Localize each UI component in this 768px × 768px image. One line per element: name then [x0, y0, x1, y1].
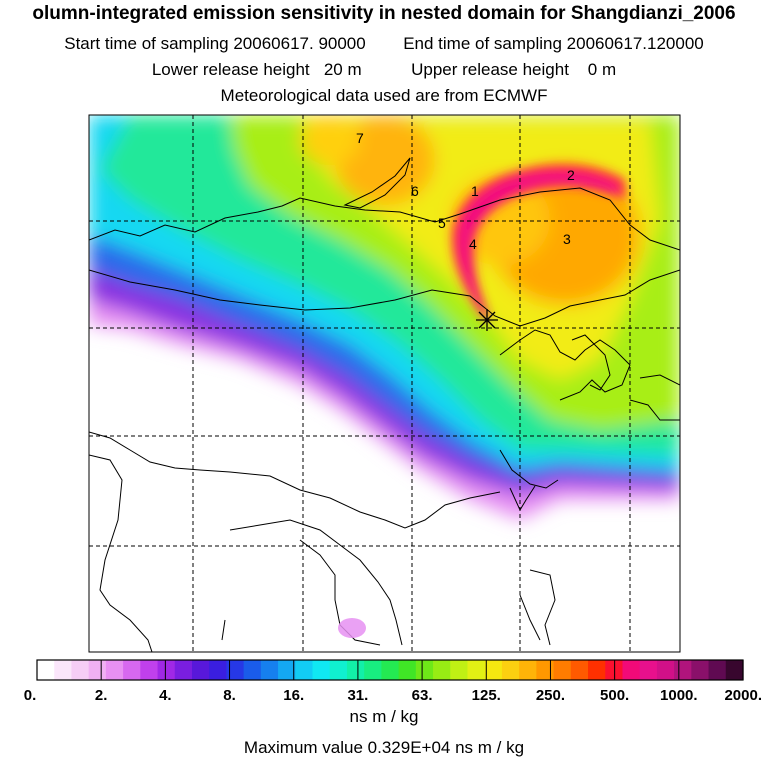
colorbar-swatch: [725, 660, 744, 680]
colorbar-swatch: [105, 660, 124, 680]
colorbar-swatch: [467, 660, 486, 680]
colorbar-swatch: [278, 660, 296, 680]
colorbar-tick-label: 250.: [536, 687, 565, 704]
traj-label-2: 2: [567, 167, 575, 183]
receptor-marker-icon: [476, 309, 498, 331]
colorbar-tick-label: 4.: [159, 687, 172, 704]
colorbar-swatch: [415, 660, 434, 680]
colorbar-frame: [36, 659, 744, 681]
colorbar-swatch: [501, 660, 520, 680]
colorbar-swatch: [123, 660, 141, 680]
chart-title: olumn-integrated emission sensitivity in…: [32, 3, 736, 24]
traj-label-5: 5: [438, 215, 446, 231]
sampling-times: Start time of sampling 20060617. 90000 E…: [0, 34, 768, 54]
colorbar-swatch: [329, 660, 348, 680]
traj-label-3: 3: [563, 231, 571, 247]
colorbar-swatch: [260, 660, 279, 680]
colorbar-swatch: [54, 660, 73, 680]
graticule: [89, 115, 680, 652]
traj-label-1: 1: [471, 183, 479, 199]
max-value-label: Maximum value 0.329E+04 ns m / kg: [243, 738, 525, 757]
colorbar-swatch: [708, 660, 727, 680]
colorbar-tick-label: 125.: [472, 687, 501, 704]
colorbar-tick-label: 31.: [347, 687, 368, 704]
upper-release-label: Upper release height 0 m: [411, 60, 617, 79]
start-time-label: Start time of sampling 20060617. 90000: [64, 34, 366, 53]
colorbar-swatch: [639, 660, 658, 680]
colorbar-swatch: [346, 660, 365, 680]
colorbar-tick-label: 500.: [600, 687, 629, 704]
colorbar-swatch: [691, 660, 710, 680]
met-data-label: Meteorological data used are from ECMWF: [220, 86, 548, 105]
colorbar-swatch: [312, 660, 331, 680]
colorbar-swatch: [88, 660, 107, 680]
traj-label-7: 7: [356, 130, 364, 146]
traj-label-6: 6: [411, 183, 419, 199]
colorbar-tick-label: 2.: [95, 687, 108, 704]
colorbar-swatch: [450, 660, 469, 680]
colorbar-tick-label: 16.: [283, 687, 304, 704]
end-time-label: End time of sampling 20060617.120000: [403, 34, 704, 53]
colorbar-tick-label: 2000.: [724, 687, 762, 704]
colorbar-swatch: [570, 660, 589, 680]
colorbar-swatch: [484, 660, 503, 680]
lower-release-label: Lower release height 20 m: [151, 60, 362, 79]
colorbar-swatch: [140, 660, 159, 680]
colorbar-swatch: [174, 660, 193, 680]
colorbar: [37, 660, 744, 680]
colorbar-tick-label: 63.: [412, 687, 433, 704]
colorbar-swatch: [519, 660, 537, 680]
coastlines: [89, 157, 680, 652]
colorbar-swatch: [674, 660, 692, 680]
colorbar-swatch: [553, 660, 572, 680]
sensitivity-field: [89, 115, 680, 652]
colorbar-units: ns m / kg: [349, 707, 419, 726]
colorbar-tick-label: 8.: [223, 687, 236, 704]
colorbar-swatch: [656, 660, 675, 680]
colorbar-swatch: [433, 660, 451, 680]
colorbar-tick-label: 1000.: [660, 687, 698, 704]
colorbar-swatch: [209, 660, 228, 680]
colorbar-swatch: [622, 660, 641, 680]
traj-label-4: 4: [469, 236, 477, 252]
colorbar-swatch: [157, 660, 176, 680]
colorbar-swatch: [71, 660, 90, 680]
colorbar-swatch: [243, 660, 262, 680]
colorbar-tick-label: 0.: [24, 687, 37, 704]
colorbar-swatch: [226, 660, 245, 680]
colorbar-swatch: [536, 660, 555, 680]
colorbar-swatch: [588, 660, 606, 680]
release-heights: Lower release height 20 m Upper release …: [0, 60, 768, 80]
trajectory-labels: 7 6 5 1 2 3 4: [356, 130, 575, 252]
colorbar-swatch: [191, 660, 210, 680]
colorbar-tick-labels: 0. 2. 4. 8. 16. 31. 63. 125. 250. 500. 1000. 2000.: [24, 660, 762, 704]
colorbar-swatch: [364, 660, 382, 680]
colorbar-swatch: [381, 660, 400, 680]
colorbar-swatch: [398, 660, 417, 680]
colorbar-swatch: [295, 660, 314, 680]
colorbar-swatch: [37, 660, 55, 680]
